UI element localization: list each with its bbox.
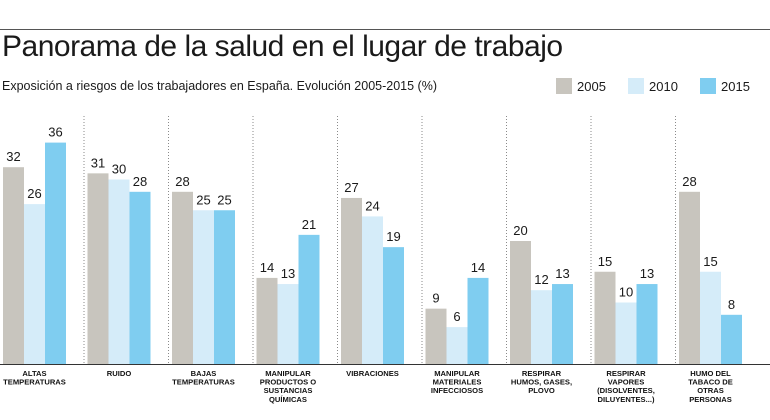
legend-label-2015: 2015	[721, 78, 750, 94]
category-label-6: RESPIRAR HUMOS, GASES, PLOVO	[511, 369, 572, 395]
bar-2015-0	[45, 142, 66, 364]
bar-2015-8	[721, 314, 742, 364]
legend-swatch-2005	[556, 78, 572, 94]
value-label-2015-4: 19	[386, 229, 400, 244]
value-label-2005-6: 20	[513, 223, 527, 238]
bar-2010-7	[615, 302, 637, 364]
bar-2015-7	[636, 284, 658, 364]
value-label-2010-8: 15	[703, 254, 717, 269]
legend-label-2005: 2005	[577, 78, 606, 94]
bar-2005-2	[172, 191, 193, 364]
bar-2015-2	[214, 210, 235, 364]
bar-2005-3	[256, 277, 278, 364]
value-label-2005-8: 28	[682, 174, 696, 189]
bar-2015-1	[129, 191, 151, 364]
chart-subtitle: Exposición a riesgos de los trabajadores…	[2, 79, 437, 93]
value-label-2005-2: 28	[175, 174, 189, 189]
value-label-2005-5: 9	[432, 291, 439, 306]
value-label-2015-0: 36	[48, 125, 62, 140]
category-label-8: HUMO DEL TABACO DE OTRAS PERSONAS	[688, 369, 733, 404]
value-label-2005-1: 31	[91, 155, 105, 170]
value-label-2010-4: 24	[365, 198, 379, 213]
bar-2010-6	[531, 290, 552, 364]
legend-label-2010: 2010	[649, 78, 678, 94]
category-label-2: BAJAS TEMPERATURAS	[172, 369, 235, 387]
bar-2015-4	[383, 247, 404, 364]
value-label-2010-6: 12	[534, 272, 548, 287]
value-label-2015-2: 25	[217, 192, 231, 207]
bar-2005-4	[341, 197, 362, 364]
bar-2005-1	[87, 173, 109, 364]
bar-2005-8	[679, 191, 700, 364]
bar-2015-5	[467, 277, 489, 364]
value-label-2015-6: 13	[555, 266, 569, 281]
legend-swatch-2015	[700, 78, 716, 94]
value-label-2015-8: 8	[728, 297, 735, 312]
category-label-1: RUIDO	[107, 369, 132, 378]
value-label-2010-2: 25	[196, 192, 210, 207]
legend-item-2010: 2010	[628, 78, 678, 94]
bar-2005-5	[425, 308, 447, 364]
bar-2010-3	[277, 284, 299, 364]
bar-2005-7	[594, 271, 616, 364]
value-label-2015-7: 13	[640, 266, 654, 281]
bar-2015-6	[552, 284, 573, 364]
category-label-0: ALTAS TEMPERATURAS	[3, 369, 66, 387]
value-label-2005-3: 14	[260, 260, 274, 275]
value-label-2010-5: 6	[453, 309, 460, 324]
bar-2015-3	[298, 234, 320, 364]
value-label-2010-1: 30	[112, 162, 126, 177]
legend-item-2005: 2005	[556, 78, 606, 94]
chart-title: Panorama de la salud en el lugar de trab…	[2, 30, 563, 63]
legend-swatch-2010	[628, 78, 644, 94]
category-label-5: MANIPULAR MATERIALES INFECCIOSOS	[431, 369, 483, 395]
bar-2010-0	[24, 204, 45, 364]
legend-item-2015: 2015	[700, 78, 750, 94]
value-label-2015-3: 21	[302, 217, 316, 232]
value-label-2010-3: 13	[281, 266, 295, 281]
value-label-2010-7: 10	[619, 285, 633, 300]
bar-2005-6	[510, 241, 531, 364]
value-label-2005-0: 32	[6, 149, 20, 164]
value-label-2005-4: 27	[344, 180, 358, 195]
category-label-3: MANIPULAR PRODUCTOS O SUSTANCIAS QUÍMICAS	[260, 369, 316, 404]
top-rule	[0, 29, 770, 30]
value-label-2010-0: 26	[27, 186, 41, 201]
bar-2005-0	[3, 167, 24, 364]
bar-2010-2	[193, 210, 214, 364]
category-label-4: VIBRACIONES	[346, 369, 399, 378]
bar-2010-4	[362, 216, 383, 364]
bar-2010-8	[700, 271, 721, 364]
category-label-7: RESPIRAR VAPORES (DISOLVENTES, DILUYENTES..…	[597, 369, 655, 404]
value-label-2005-7: 15	[598, 254, 612, 269]
value-label-2015-5: 14	[471, 260, 485, 275]
value-label-2015-1: 28	[133, 174, 147, 189]
bar-2010-1	[108, 179, 130, 364]
bar-2010-5	[446, 327, 468, 364]
